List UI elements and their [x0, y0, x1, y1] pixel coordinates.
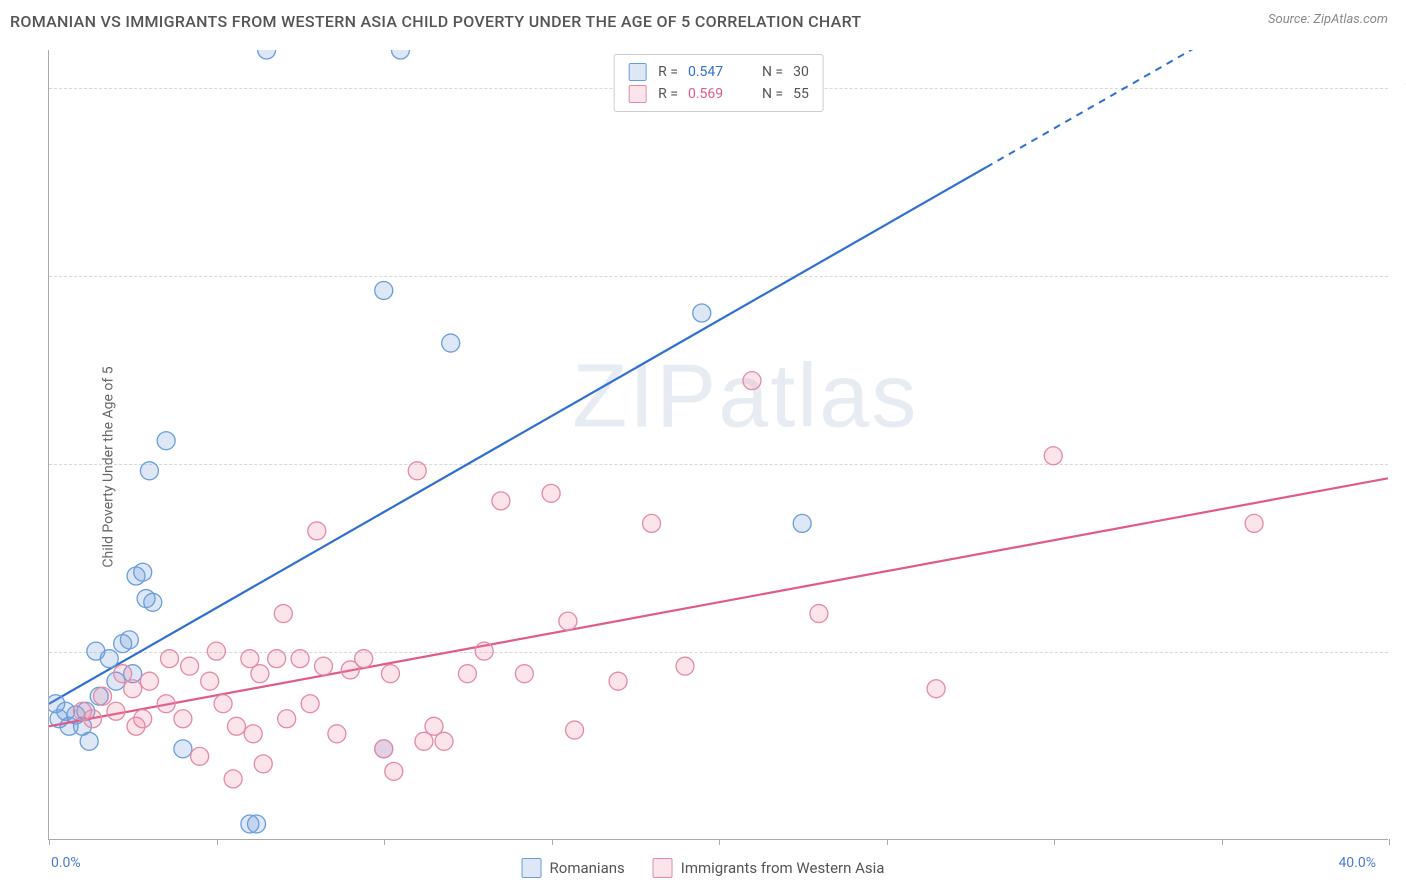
- n-label: N =: [762, 64, 783, 80]
- x-tick: [1054, 839, 1055, 845]
- r-value: 0.547: [688, 64, 738, 80]
- x-tick: [1222, 839, 1223, 845]
- legend-item-romanians: Romanians: [522, 858, 625, 878]
- r-label: R =: [658, 86, 678, 102]
- x-tick: [217, 839, 218, 845]
- legend-label: Romanians: [550, 859, 625, 877]
- swatch-icon: [522, 858, 542, 878]
- x-tick: [719, 839, 720, 845]
- x-tick: [887, 839, 888, 845]
- swatch-icon: [653, 858, 673, 878]
- chart-title: ROMANIAN VS IMMIGRANTS FROM WESTERN ASIA…: [10, 12, 861, 31]
- legend-item-immigrants: Immigrants from Western Asia: [653, 858, 885, 878]
- n-label: N =: [762, 86, 783, 102]
- x-tick: [1389, 839, 1390, 845]
- source-attribution: Source: ZipAtlas.com: [1268, 12, 1388, 27]
- x-tick: [552, 839, 553, 845]
- series-legend: Romanians Immigrants from Western Asia: [522, 858, 885, 878]
- x-tick-min: 0.0%: [51, 855, 81, 871]
- x-tick-max: 40.0%: [1338, 855, 1376, 871]
- x-tick: [384, 839, 385, 845]
- n-value: 55: [793, 86, 809, 102]
- plot-area: ZIPatlas R = 0.547 N = 30 R = 0.569 N = …: [48, 50, 1388, 840]
- n-value: 30: [793, 64, 809, 80]
- legend-row-immigrants: R = 0.569 N = 55: [628, 83, 809, 105]
- scatter-svg: [49, 50, 1388, 839]
- r-label: R =: [658, 64, 678, 80]
- r-value: 0.569: [688, 86, 738, 102]
- y-tick-label: 100.0%: [1395, 80, 1406, 96]
- x-tick: [49, 839, 50, 845]
- chart-container: Child Poverty Under the Age of 5 ZIPatla…: [0, 42, 1406, 892]
- legend-label: Immigrants from Western Asia: [681, 859, 885, 877]
- legend-row-romanians: R = 0.547 N = 30: [628, 61, 809, 83]
- y-tick-label: 75.0%: [1395, 268, 1406, 284]
- y-tick-label: 50.0%: [1395, 456, 1406, 472]
- swatch-icon: [628, 63, 646, 81]
- swatch-icon: [628, 85, 646, 103]
- correlation-legend: R = 0.547 N = 30 R = 0.569 N = 55: [613, 54, 824, 112]
- y-tick-label: 25.0%: [1395, 644, 1406, 660]
